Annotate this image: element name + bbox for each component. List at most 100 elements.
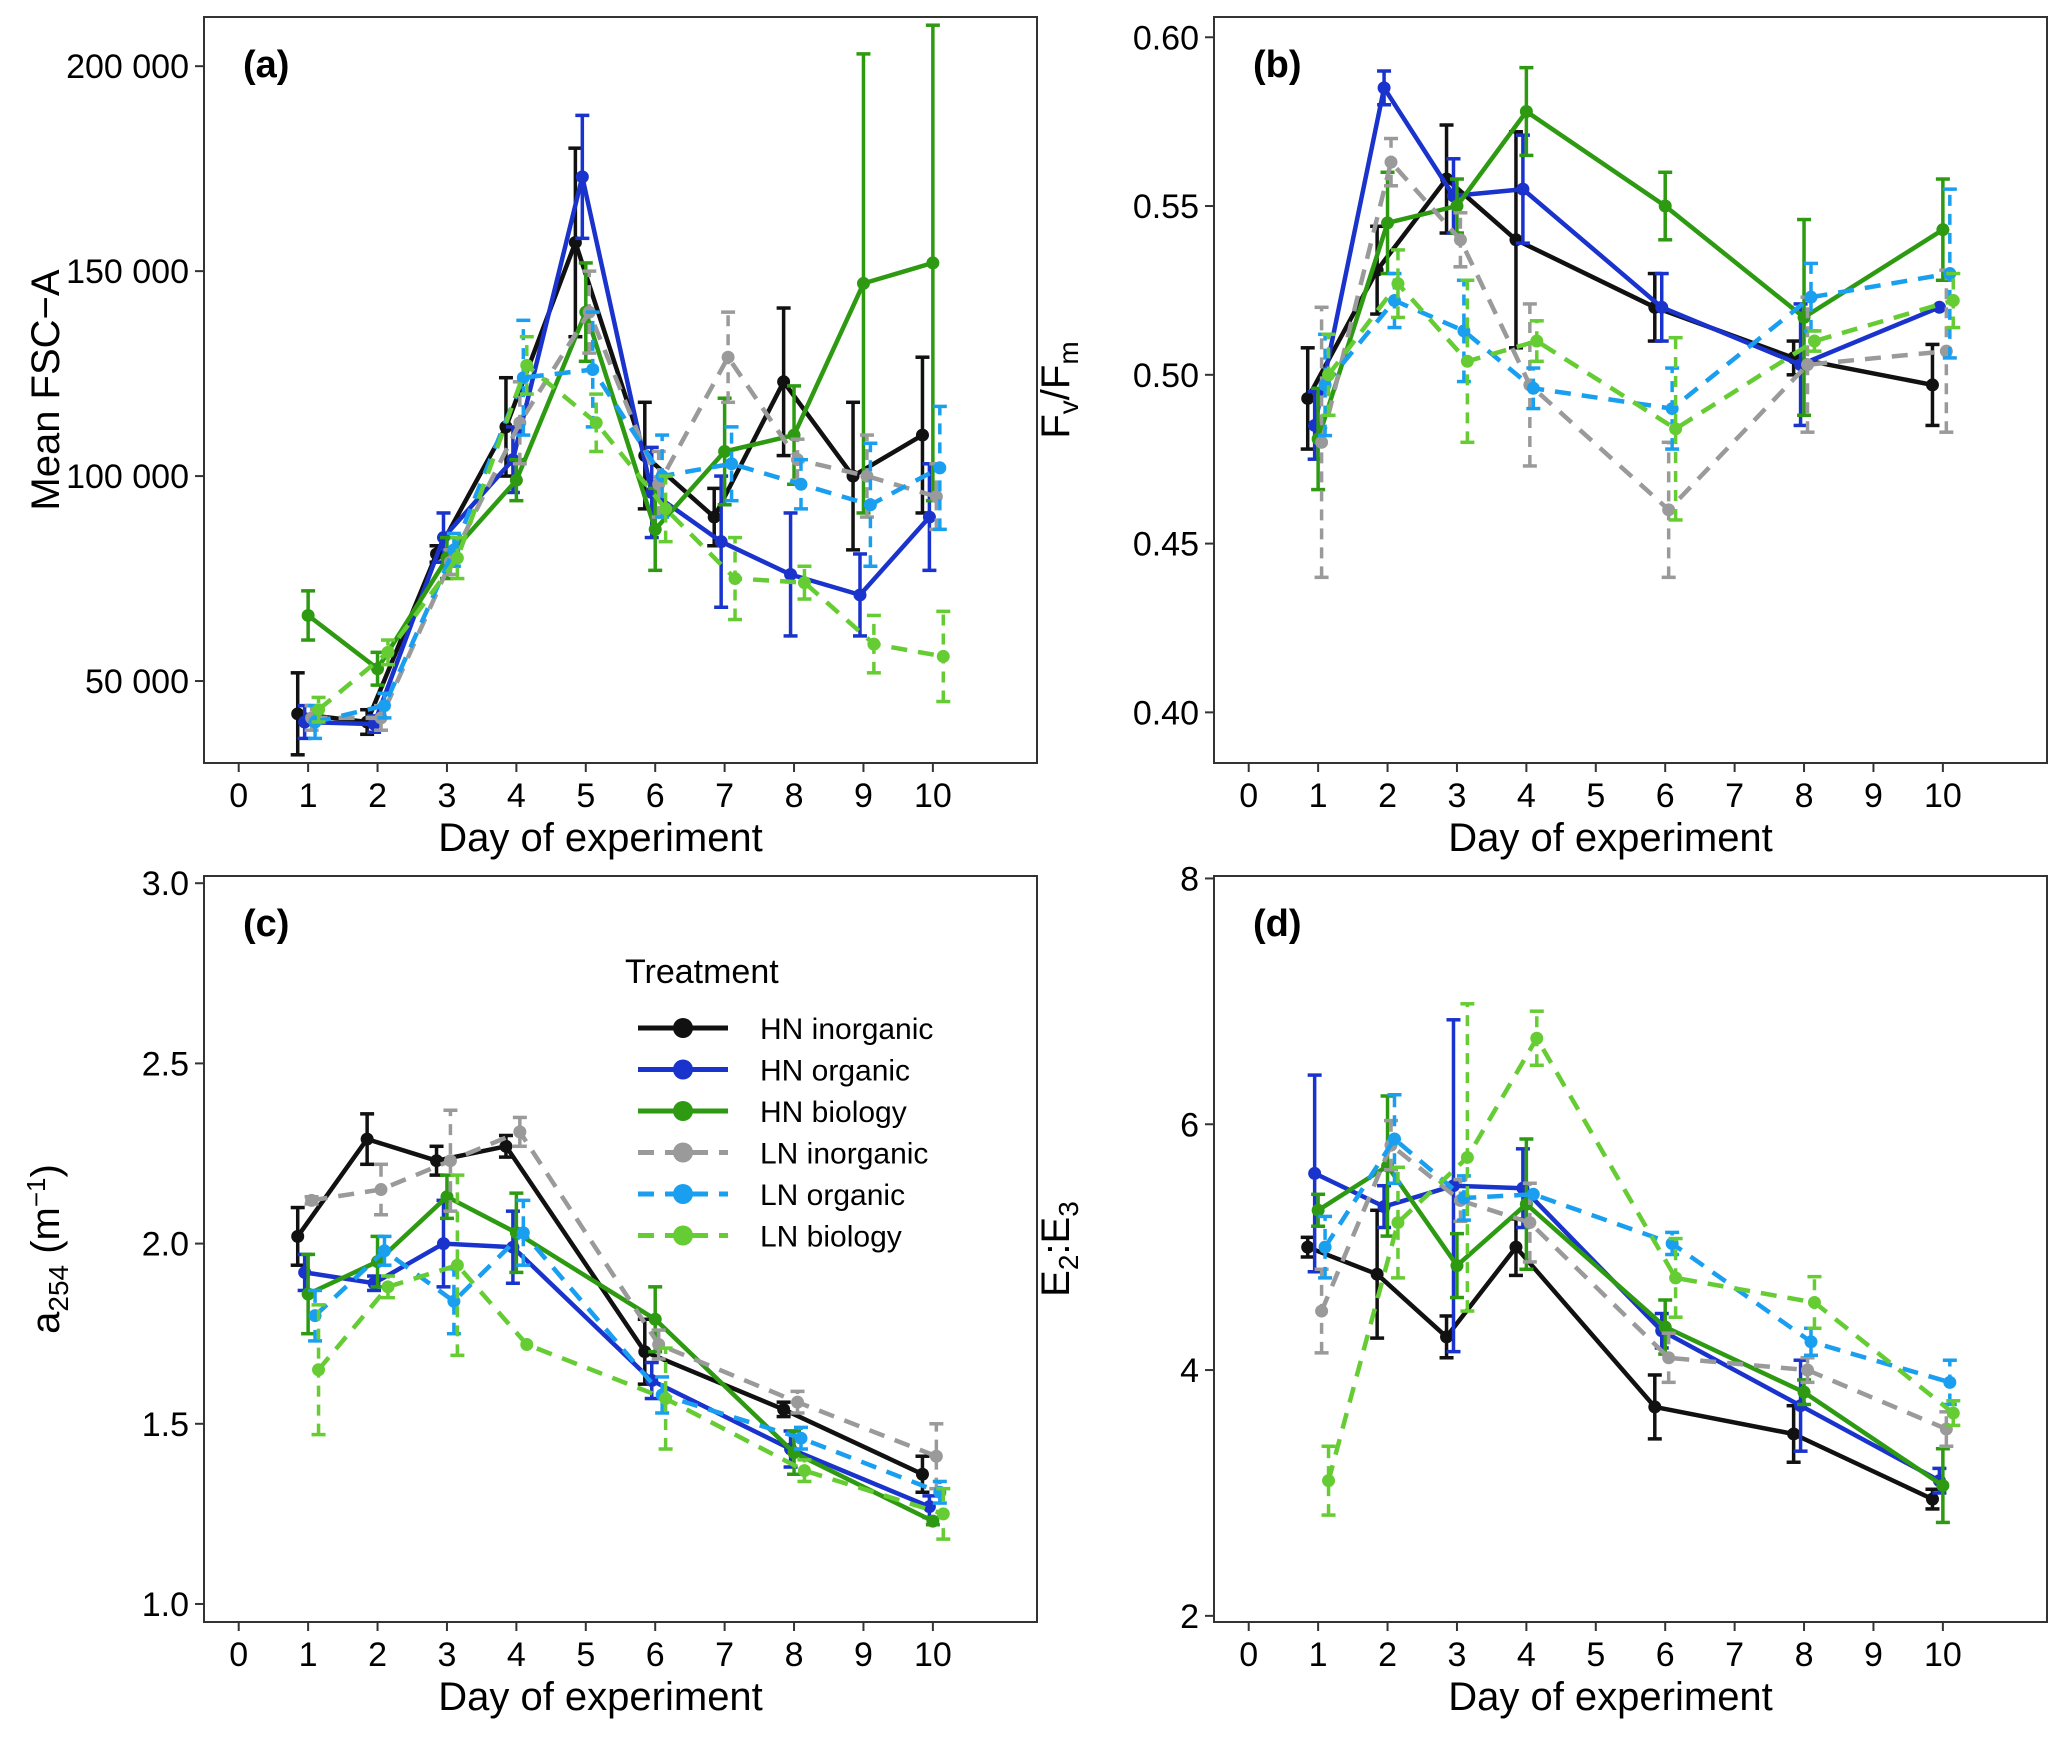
data-point xyxy=(450,1258,464,1272)
x-tick-label: 4 xyxy=(507,777,526,815)
x-tick-label: 2 xyxy=(1378,1636,1397,1674)
data-point xyxy=(659,1392,673,1406)
x-tick-label: 3 xyxy=(1447,777,1466,815)
data-point xyxy=(377,1244,391,1258)
x-axis-title: Day of experiment xyxy=(438,816,763,860)
x-tick-label: 9 xyxy=(1864,777,1883,815)
data-point xyxy=(1946,294,1960,308)
data-point xyxy=(1453,233,1467,247)
data-point xyxy=(922,510,936,524)
legend-marker xyxy=(673,1142,693,1163)
x-tick-label: 2 xyxy=(1378,777,1397,815)
data-point xyxy=(1391,277,1405,291)
data-point xyxy=(1669,422,1683,436)
data-point xyxy=(1936,223,1950,237)
x-axis-title: Day of experiment xyxy=(1448,816,1773,860)
x-tick-label: 10 xyxy=(914,777,952,815)
data-point xyxy=(509,473,523,487)
data-point xyxy=(648,522,662,536)
data-point xyxy=(450,551,464,565)
data-point xyxy=(1301,1240,1315,1254)
y-tick-label: 0.50 xyxy=(1133,357,1199,395)
data-point xyxy=(1381,216,1395,230)
data-point xyxy=(1450,199,1464,213)
data-point xyxy=(1311,1203,1325,1217)
data-point xyxy=(794,477,808,491)
x-tick-label: 8 xyxy=(785,1636,804,1674)
data-point xyxy=(1530,1031,1544,1045)
plot-area xyxy=(1213,16,2048,764)
data-point xyxy=(1658,199,1672,213)
data-point xyxy=(377,699,391,713)
data-point xyxy=(381,1280,395,1294)
data-point xyxy=(589,416,603,430)
data-point xyxy=(915,428,929,442)
y-tick-label: 0.55 xyxy=(1133,188,1199,226)
plot-area xyxy=(1213,875,2048,1623)
data-point xyxy=(707,510,721,524)
panel-b: 0 1 2 3 4 5 6 7 8 9 10 0.40 0.45 0.50 0.55 0.60 Day of e… xyxy=(1034,16,2048,860)
data-point xyxy=(1807,1295,1821,1309)
legend-item-label: HN organic xyxy=(760,1055,910,1088)
data-point xyxy=(777,375,791,389)
data-point xyxy=(1516,182,1530,196)
series-ln-organic xyxy=(308,1198,947,1505)
data-point xyxy=(725,457,739,471)
data-point xyxy=(648,1312,662,1326)
data-point xyxy=(1662,503,1676,517)
data-point xyxy=(360,1132,374,1146)
data-point xyxy=(1384,155,1398,169)
data-point xyxy=(1943,1375,1957,1389)
data-point xyxy=(1322,368,1336,382)
series-line xyxy=(304,174,932,727)
legend-marker xyxy=(673,1225,693,1246)
x-tick-label: 4 xyxy=(1517,777,1536,815)
x-tick-label: 1 xyxy=(1309,1636,1328,1674)
x-tick-label: 2 xyxy=(368,1636,387,1674)
series-line xyxy=(306,260,934,671)
y-tick-label: 0.45 xyxy=(1133,526,1199,564)
legend-marker xyxy=(673,1184,693,1204)
data-point xyxy=(794,1431,808,1445)
data-point xyxy=(1946,1406,1960,1420)
y-tick-label: 2.5 xyxy=(142,1045,189,1083)
legend-item-label: LN organic xyxy=(760,1179,905,1212)
data-point xyxy=(1519,105,1533,119)
data-point xyxy=(1787,1427,1801,1441)
y-tick-label: 50 000 xyxy=(85,663,189,701)
x-tick-label: 8 xyxy=(1795,777,1814,815)
data-point xyxy=(797,1464,811,1478)
data-point xyxy=(867,637,881,651)
legend: Treatment HN inorganic HN organic HN biolog… xyxy=(625,953,933,1254)
data-point xyxy=(1315,435,1329,449)
x-tick-label: 6 xyxy=(646,1636,665,1674)
data-point xyxy=(381,645,395,659)
data-point xyxy=(305,1193,319,1207)
data-point xyxy=(1932,300,1946,314)
data-point xyxy=(586,363,600,377)
data-point xyxy=(853,588,867,602)
y-tick-label: 100 000 xyxy=(66,458,189,496)
series-hn-organic xyxy=(1307,69,1946,461)
panel-a: 0 1 2 3 4 5 6 7 8 9 10 50 000 100 000 150 000 200 000 D… xyxy=(24,16,1038,860)
y-tick-label: 150 000 xyxy=(66,253,189,291)
data-point xyxy=(1460,354,1474,368)
data-point xyxy=(922,1500,936,1514)
y-tick-label: 0.40 xyxy=(1133,694,1199,732)
x-tick-label: 3 xyxy=(1447,1636,1466,1674)
data-point xyxy=(659,502,673,516)
x-tick-label: 1 xyxy=(299,777,318,815)
data-point xyxy=(1526,381,1540,395)
data-point xyxy=(1440,1330,1454,1344)
panel-label: (c) xyxy=(243,903,289,945)
x-tick-label: 5 xyxy=(576,1636,595,1674)
y-tick-label: 2 xyxy=(1180,1598,1199,1636)
x-tick-label: 8 xyxy=(1795,1636,1814,1674)
y-tick-label: 4 xyxy=(1180,1352,1199,1390)
data-point xyxy=(1658,1320,1672,1334)
y-axis-title: Fv/Fm xyxy=(1034,341,1084,438)
data-point xyxy=(784,567,798,581)
x-tick-label: 3 xyxy=(437,1636,456,1674)
data-point xyxy=(1377,81,1391,95)
